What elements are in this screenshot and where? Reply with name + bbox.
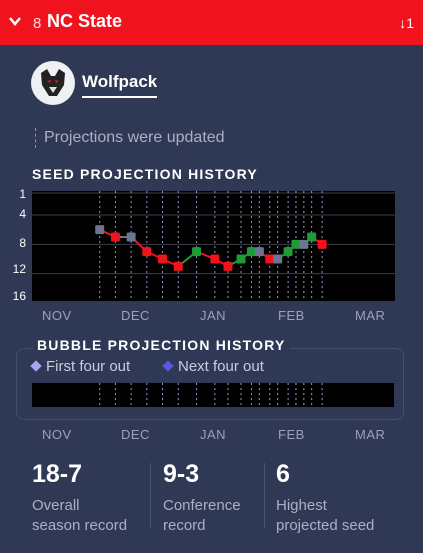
team-nickname-link[interactable]: Wolfpack (82, 72, 158, 98)
y-tick-label: 4 (19, 207, 26, 221)
data-point (317, 239, 327, 249)
data-point (95, 225, 105, 235)
highest-seed-label: Highest projected seed (276, 497, 375, 534)
legend-first-four-out: First four out (30, 358, 131, 375)
data-point (265, 254, 275, 264)
conference-record-value: 9-3 (163, 460, 200, 488)
seed-history-title: SEED PROJECTION HISTORY (32, 166, 258, 182)
month-label: JAN (200, 427, 227, 442)
month-label: DEC (121, 427, 150, 442)
data-point (307, 232, 317, 242)
divider (150, 463, 151, 528)
data-point (283, 247, 293, 257)
data-point (158, 254, 168, 264)
data-point (142, 247, 152, 257)
rank-change-badge: ↓1 (399, 15, 414, 31)
overall-record-label: Overall season record (32, 497, 128, 534)
diamond-icon (162, 360, 174, 372)
team-logo (31, 61, 75, 105)
chevron-down-icon[interactable] (8, 14, 22, 28)
highest-seed-value: 6 (276, 460, 290, 488)
data-point (192, 247, 202, 257)
y-tick-label: 12 (12, 262, 26, 276)
data-point (299, 239, 309, 249)
month-label: NOV (42, 308, 72, 323)
diamond-icon (30, 360, 42, 372)
month-label: DEC (121, 308, 150, 323)
y-tick-label: 16 (12, 289, 26, 303)
team-name: NC State (47, 11, 123, 31)
plot-background (32, 191, 395, 301)
legend-next-four-out: Next four out (162, 358, 264, 375)
legend-label: Next four out (178, 358, 264, 375)
data-point (210, 254, 220, 264)
plot-background (32, 383, 394, 407)
data-point (223, 261, 233, 271)
y-tick-label: 8 (19, 236, 26, 250)
bubble-history-title: BUBBLE PROJECTION HISTORY (33, 337, 290, 353)
data-point (254, 247, 264, 257)
divider (264, 463, 265, 528)
month-label: JAN (200, 308, 227, 323)
y-tick-label: 1 (19, 187, 26, 201)
month-label: FEB (278, 308, 305, 323)
update-note: Projections were updated (35, 128, 225, 148)
data-point (236, 254, 246, 264)
month-label: MAR (355, 308, 386, 323)
data-point (246, 247, 256, 257)
data-point (273, 254, 283, 264)
legend-label: First four out (46, 358, 131, 375)
month-label: NOV (42, 427, 72, 442)
month-label: MAR (355, 427, 386, 442)
data-point (173, 261, 183, 271)
seed-history-chart (32, 191, 395, 301)
overall-record-value: 18-7 (32, 460, 83, 488)
month-label: FEB (278, 427, 305, 442)
data-point (291, 239, 301, 249)
data-point (110, 232, 120, 242)
bubble-history-chart (32, 383, 394, 407)
wolf-logo-icon (41, 69, 65, 96)
conference-record-label: Conference record (163, 497, 241, 534)
seed-number: 8 (33, 15, 42, 32)
team-header[interactable]: 8 NC State ↓1 (0, 0, 423, 45)
data-point (126, 232, 136, 242)
